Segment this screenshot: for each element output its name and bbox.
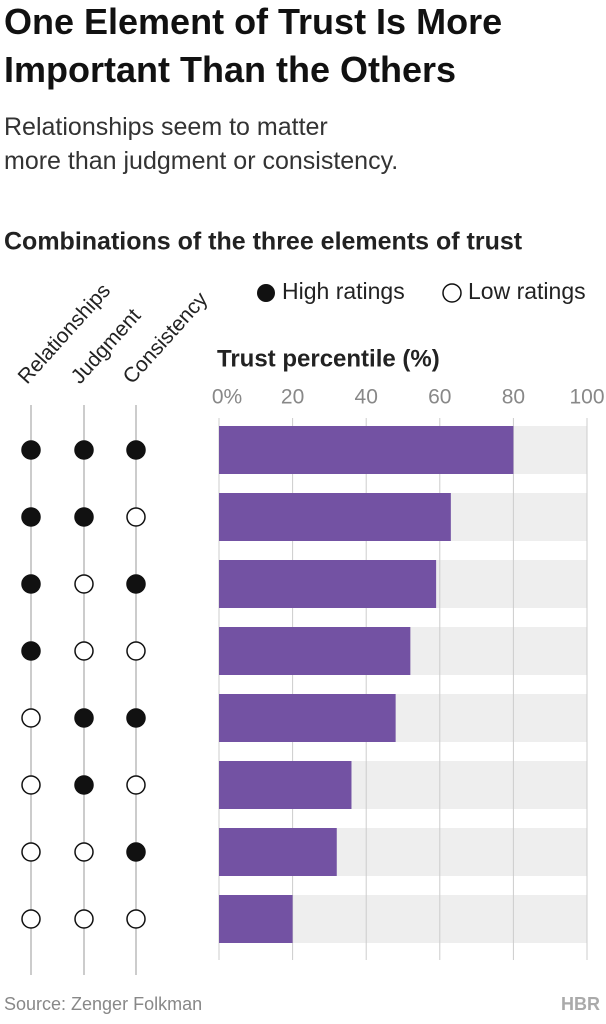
rating-dot — [21, 507, 41, 527]
x-tick-label: 0% — [212, 386, 242, 409]
rating-dot — [126, 574, 146, 594]
x-tick-label: 80 — [502, 386, 525, 409]
rating-dot — [126, 842, 146, 862]
x-tick-label: 100 — [569, 386, 604, 409]
rating-dot — [74, 842, 94, 862]
bar — [219, 560, 437, 608]
column-label: Consistency — [119, 288, 213, 389]
x-tick-label: 40 — [355, 386, 378, 409]
rating-dot — [126, 775, 146, 795]
rating-dot — [74, 440, 94, 460]
rating-dot — [21, 574, 41, 594]
heading: Combinations of the three elements of tr… — [4, 228, 523, 256]
bar — [219, 694, 396, 742]
rating-dot — [74, 641, 94, 661]
rating-dot — [21, 842, 41, 862]
rating-dot — [74, 507, 94, 527]
legend-marker — [257, 284, 275, 302]
rating-dot — [126, 440, 146, 460]
rating-dot — [126, 641, 146, 661]
rating-dot — [126, 708, 146, 728]
rating-dot — [74, 708, 94, 728]
column-label: Relationships — [14, 279, 115, 388]
rating-dot — [21, 641, 41, 661]
bar — [219, 627, 411, 675]
bar — [219, 426, 514, 474]
legend-label: Low ratings — [468, 278, 586, 304]
subtitle: Relationships seem to matter more than ju… — [4, 113, 398, 175]
rating-dot — [126, 909, 146, 929]
axis-title: Trust percentile (%) — [217, 345, 440, 372]
x-tick-label: 20 — [281, 386, 304, 409]
legend-label: High ratings — [282, 278, 405, 304]
bar — [219, 895, 293, 943]
bar — [219, 761, 352, 809]
rating-dot — [74, 775, 94, 795]
rating-dot — [74, 574, 94, 594]
rating-dot — [21, 708, 41, 728]
rating-dot — [21, 775, 41, 795]
title: One Element of Trust Is More Important Th… — [4, 1, 502, 90]
rating-dot — [74, 909, 94, 929]
legend-marker — [442, 283, 462, 303]
bar — [219, 493, 451, 541]
rating-dot — [126, 507, 146, 527]
rating-dot — [21, 440, 41, 460]
rating-dot — [21, 909, 41, 929]
x-tick-label: 60 — [428, 386, 451, 409]
bar — [219, 828, 337, 876]
logo: HBR — [561, 994, 600, 1014]
source: Source: Zenger Folkman — [4, 994, 202, 1014]
